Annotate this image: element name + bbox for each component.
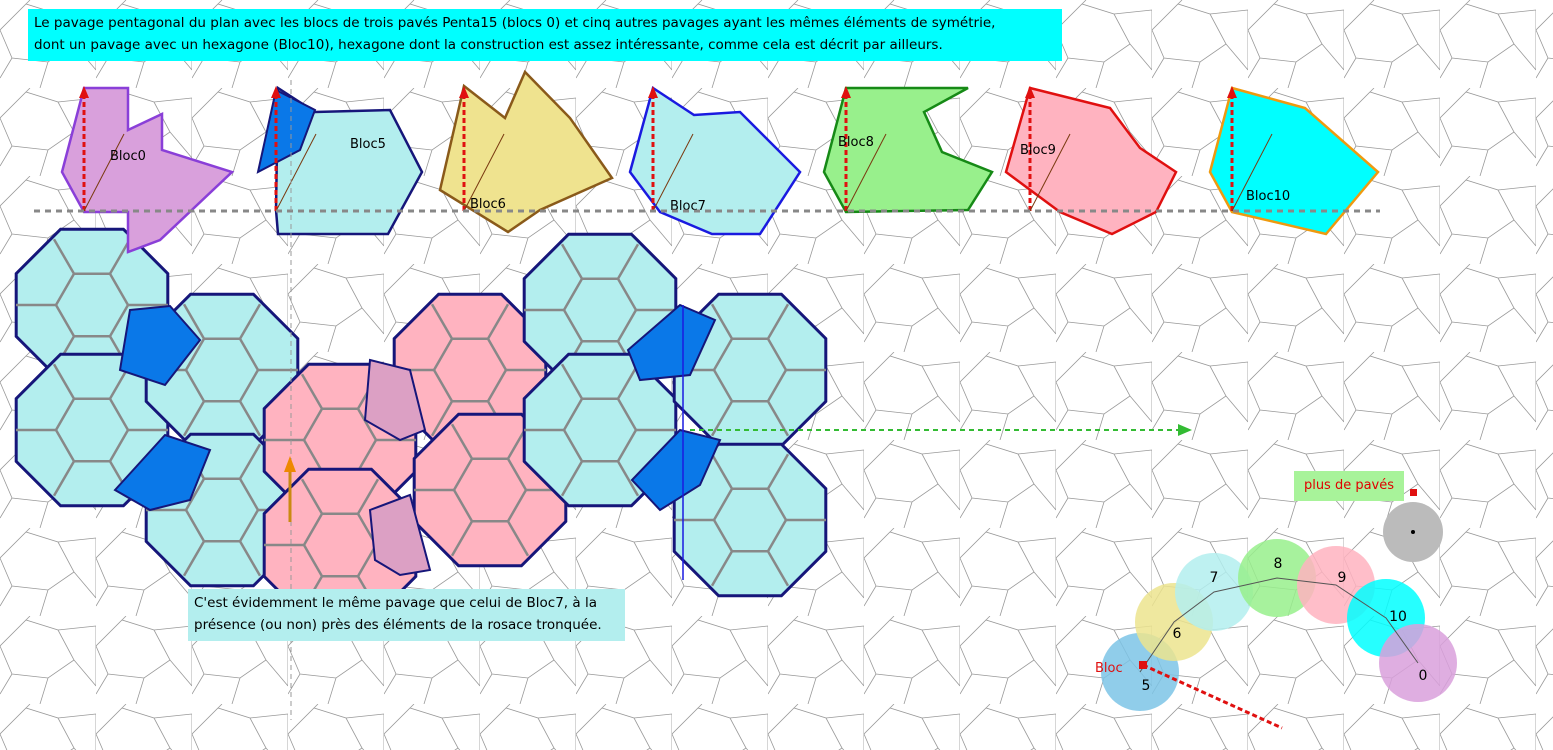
block-shape: [274, 85, 424, 236]
rosette-6: [392, 292, 548, 448]
bloc-choice-label: 5: [1142, 678, 1151, 694]
block-diagonal-arrow: [845, 133, 887, 212]
block-label: Bloc9: [1020, 143, 1056, 158]
more-tiles-handle[interactable]: [1410, 489, 1417, 496]
extra-choice-dot: [1411, 530, 1415, 534]
block-shape: [822, 86, 994, 214]
selector-path: [1139, 577, 1419, 673]
block-highlight: [256, 88, 317, 174]
block-shape: [1208, 86, 1380, 236]
block-diagonal-arrow: [1029, 133, 1071, 212]
description-line-2: dont un pavage avec un hexagone (Bloc10)…: [34, 37, 943, 53]
block-label: Bloc0: [110, 149, 146, 164]
pink-dark-tile-1: [368, 493, 432, 577]
remark-line-2: présence (ou non) près des éléments de l…: [194, 617, 602, 633]
rosette-9: [522, 352, 678, 508]
block-1[interactable]: Bloc5: [256, 85, 424, 236]
highlight-tile-0: [118, 304, 202, 387]
bloc-choice-label: 9: [1338, 570, 1347, 586]
highlight-tile-3: [630, 428, 722, 512]
arrow-head: [79, 86, 89, 98]
block-shape: [438, 69, 614, 234]
block-label: Bloc10: [1246, 189, 1290, 204]
block-6[interactable]: Bloc10: [1208, 86, 1380, 236]
block-shape: [628, 86, 802, 236]
bloc-slider-handle[interactable]: [1139, 661, 1147, 669]
description-line-1: Le pavage pentagonal du plan avec les bl…: [34, 15, 996, 31]
block-diagonal-arrow: [652, 133, 694, 212]
block-diagonal-arrow: [463, 133, 505, 212]
arrow-head: [1227, 86, 1237, 98]
orange-vector-arrow: [284, 456, 296, 522]
bloc-choice-label: 7: [1210, 570, 1219, 586]
remark-note: C'est évidemment le même pavage que celu…: [188, 589, 625, 641]
bloc-choice-label: 10: [1389, 609, 1407, 625]
bloc-choice-label: 6: [1173, 626, 1182, 642]
pink-dark-tile-0: [363, 358, 427, 442]
block-4[interactable]: Bloc8: [822, 86, 994, 214]
bloc-slider-track: [1142, 663, 1283, 730]
block-diagonal-arrow: [275, 133, 317, 212]
bloc-selector[interactable]: 5 6 7 8 9 10 0 Bloc: [1095, 489, 1457, 730]
block-label: Bloc5: [350, 137, 386, 152]
bloc-slider-label: Bloc: [1095, 661, 1123, 676]
bloc-choice-label: 8: [1274, 556, 1283, 572]
more-tiles-button[interactable]: plus de pavés: [1294, 471, 1404, 501]
tiling-cluster: [14, 227, 828, 623]
remark-line-1: C'est évidemment le même pavage que celu…: [194, 595, 597, 611]
arrow-head: [459, 86, 469, 98]
rosette-1: [14, 352, 170, 508]
arrow-head: [648, 86, 658, 98]
arrow-head: [1025, 86, 1035, 98]
arrow-head: [841, 86, 851, 98]
block-label: Bloc6: [470, 197, 506, 212]
highlight-tile-2: [626, 303, 717, 382]
block-label: Bloc8: [838, 135, 874, 150]
bloc-choice-label: 0: [1419, 668, 1428, 684]
block-diagonal-arrow: [1231, 133, 1273, 212]
description-note: Le pavage pentagonal du plan avec les bl…: [28, 9, 1062, 61]
green-translation-arrow: [690, 424, 1192, 436]
rosette-11: [672, 442, 828, 598]
block-diagonal-arrow: [83, 133, 125, 212]
block-2[interactable]: Bloc6: [438, 69, 614, 234]
arrow-head: [271, 86, 281, 98]
highlight-tile-1: [113, 433, 212, 512]
